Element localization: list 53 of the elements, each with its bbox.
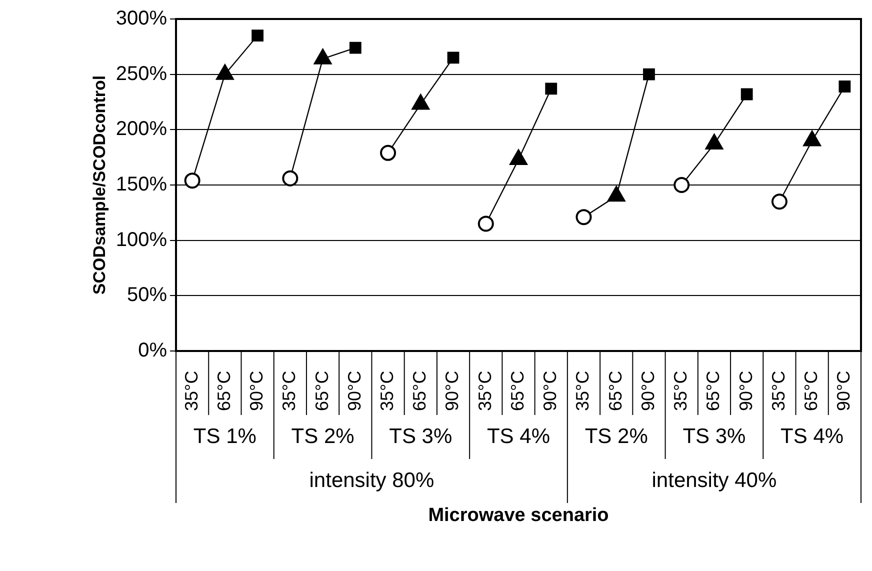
x-tick-label: 35°C xyxy=(376,370,397,411)
x-tick-label: 65°C xyxy=(605,370,626,411)
y-tick-label: 150% xyxy=(116,174,168,196)
x-tick-label: 35°C xyxy=(670,370,691,411)
point xyxy=(252,30,264,42)
x-axis-title: Microwave scenario xyxy=(428,505,609,526)
point xyxy=(643,68,655,80)
x-tick-label: 65°C xyxy=(507,370,528,411)
x-tick-label: 90°C xyxy=(344,370,364,411)
x-tick-label: 90°C xyxy=(442,370,462,411)
x-tick-label: 65°C xyxy=(410,370,430,411)
y-tick-label: 250% xyxy=(116,62,168,85)
point xyxy=(576,209,592,226)
text: TS 4% xyxy=(780,424,844,448)
x-tick-label: 35°C xyxy=(279,370,300,411)
x-tick-label: 90°C xyxy=(246,370,267,411)
x-tick-label: 65°C xyxy=(703,370,724,411)
x-tick-label: 90°C xyxy=(736,370,756,411)
point xyxy=(674,177,690,193)
y-axis-title: SCODsample/SCODcontrol xyxy=(90,75,109,295)
x-tick-label: 65°C xyxy=(801,370,822,411)
text: intensity 80% xyxy=(309,468,434,492)
x-tick-label: 65°C xyxy=(214,370,234,411)
text: TS 3% xyxy=(682,424,746,448)
text: intensity 40% xyxy=(652,468,777,492)
point xyxy=(478,216,494,232)
point xyxy=(282,170,298,186)
y-tick-label: 0% xyxy=(138,340,168,362)
text: TS 2% xyxy=(291,424,354,448)
point xyxy=(184,172,200,189)
text: TS 3% xyxy=(389,424,452,448)
x-tick-label: 35°C xyxy=(572,370,593,411)
point xyxy=(545,82,558,95)
x-tick-label: 35°C xyxy=(768,370,788,411)
y-tick-label: 50% xyxy=(126,284,168,306)
x-tick-label: 90°C xyxy=(638,370,658,411)
point xyxy=(838,80,851,92)
point xyxy=(380,144,396,161)
y-tick-label: 100% xyxy=(116,228,168,251)
y-tick-label: 200% xyxy=(116,118,168,140)
x-tick-label: 35°C xyxy=(474,370,495,411)
text: TS 1% xyxy=(193,424,256,448)
text: TS 2% xyxy=(584,424,648,448)
x-tick-label: 90°C xyxy=(540,370,560,411)
point xyxy=(771,194,788,210)
x-tick-label: 65°C xyxy=(312,370,332,411)
y-tick-label: 300% xyxy=(116,8,168,30)
text: TS 4% xyxy=(486,424,550,448)
x-tick-label: 35°C xyxy=(181,370,202,411)
point xyxy=(740,88,753,100)
point xyxy=(447,52,460,64)
x-tick-label: 90°C xyxy=(834,370,854,411)
point xyxy=(349,42,362,54)
